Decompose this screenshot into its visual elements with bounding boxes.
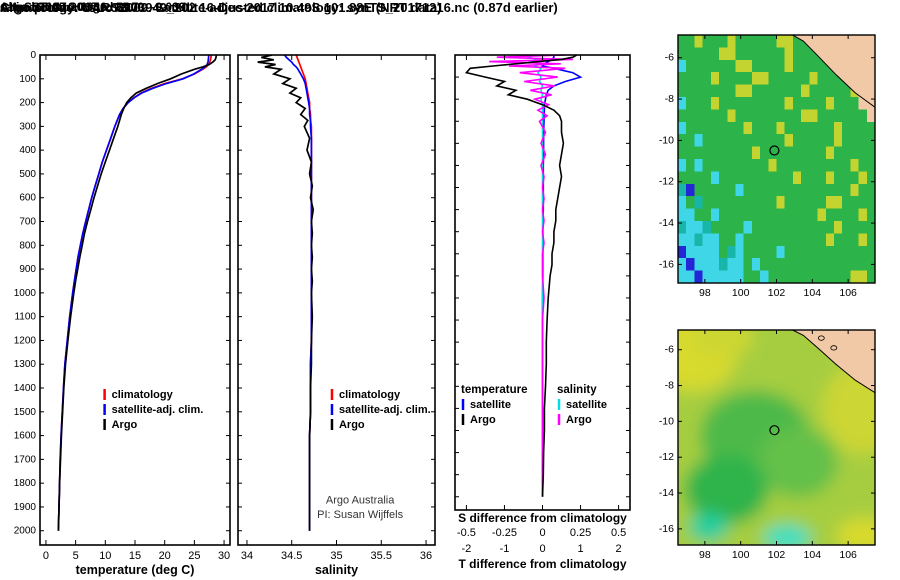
svg-text:104: 104: [804, 287, 822, 299]
svg-text:-0.25: -0.25: [492, 527, 517, 539]
svg-text:salinity: salinity: [557, 384, 597, 396]
svg-text:T difference from climatology: T difference from climatology: [458, 557, 626, 571]
svg-text:-14: -14: [659, 217, 674, 229]
svg-text:1100: 1100: [14, 312, 36, 323]
svg-text:600: 600: [19, 193, 36, 204]
svg-text:106: 106: [839, 549, 857, 561]
svg-text:1600: 1600: [14, 431, 37, 442]
svg-text:1900: 1900: [14, 502, 37, 513]
svg-text:1500: 1500: [14, 407, 37, 418]
temperature-profile: 0100200300400500600700800900100011001200…: [14, 50, 231, 577]
argo-float-marker: [769, 145, 780, 156]
page-title: Argo profile: csiro 5903949_202 16-Dec-2…: [0, 0, 442, 15]
svg-text:climatology: climatology: [112, 389, 174, 401]
svg-text:25: 25: [188, 550, 200, 562]
svg-text:0: 0: [43, 550, 49, 562]
svg-text:Argo: Argo: [566, 414, 592, 426]
argo-float-marker: [769, 425, 780, 436]
svg-text:temperature (deg C): temperature (deg C): [76, 563, 195, 577]
sla-map: 98 100 102 104 106 -6 -8 -10 -12 -14 -16: [659, 329, 876, 561]
svg-text:100: 100: [732, 549, 750, 561]
svg-text:0.5: 0.5: [611, 527, 626, 539]
svg-text:35: 35: [330, 550, 342, 562]
difference-profile: S difference from climatology -0.5 -0.25 0 0…: [454, 54, 631, 571]
svg-text:106: 106: [839, 287, 857, 299]
svg-text:-12: -12: [659, 176, 674, 188]
svg-text:300: 300: [19, 121, 36, 132]
svg-text:-16: -16: [659, 258, 674, 270]
svg-text:30: 30: [218, 550, 230, 562]
svg-text:1: 1: [577, 543, 583, 555]
svg-text:10: 10: [99, 550, 111, 562]
svg-text:104: 104: [804, 549, 822, 561]
sla-title-line2: Argo h1000: -0.036 h2000: -0.033: [0, 0, 186, 14]
sst-map: 98 100 102 104 106 -6 -8 -10 -12 -14 -16: [659, 34, 876, 299]
svg-text:-16: -16: [659, 523, 674, 535]
svg-text:-2: -2: [462, 543, 472, 555]
svg-text:Argo: Argo: [470, 414, 496, 426]
svg-text:satellite: satellite: [566, 399, 607, 411]
svg-text:15: 15: [129, 550, 141, 562]
page-subtitle: Climatology: CARS2009. Satellite-adjuste…: [0, 0, 558, 15]
svg-text:800: 800: [19, 240, 36, 251]
svg-text:climatology: climatology: [339, 389, 401, 401]
svg-text:PI: Susan Wijffels: PI: Susan Wijffels: [317, 509, 403, 521]
svg-text:0: 0: [539, 527, 545, 539]
svg-text:100: 100: [19, 74, 36, 85]
svg-text:98: 98: [699, 287, 711, 299]
svg-text:34: 34: [241, 550, 253, 562]
svg-text:34.5: 34.5: [281, 550, 302, 562]
svg-text:satellite-adj. clim.: satellite-adj. clim.: [112, 404, 204, 416]
svg-text:temperature: temperature: [461, 384, 527, 396]
svg-text:1700: 1700: [14, 454, 37, 465]
svg-text:-6: -6: [665, 344, 674, 356]
svg-text:20: 20: [159, 550, 171, 562]
sla-title-line1: Altim. SLA: 0.017: [0, 0, 99, 14]
svg-text:500: 500: [19, 169, 36, 180]
svg-text:0.25: 0.25: [570, 527, 591, 539]
svg-text:S difference from climatology: S difference from climatology: [458, 511, 627, 525]
svg-text:-6: -6: [665, 52, 674, 64]
svg-text:-10: -10: [659, 134, 674, 146]
svg-text:1800: 1800: [14, 478, 37, 489]
svg-text:102: 102: [768, 287, 786, 299]
svg-text:-8: -8: [665, 93, 674, 105]
svg-text:Argo Australia: Argo Australia: [326, 494, 395, 506]
svg-text:satellite: satellite: [470, 399, 511, 411]
svg-text:5: 5: [73, 550, 79, 562]
svg-text:0: 0: [539, 543, 545, 555]
svg-text:1200: 1200: [14, 335, 37, 346]
svg-text:400: 400: [19, 145, 36, 156]
svg-text:-12: -12: [659, 451, 674, 463]
sst-map-title: sat. SST: 27.3 Argo: 28.7: [0, 0, 139, 14]
svg-text:1300: 1300: [14, 359, 37, 370]
svg-text:36: 36: [420, 550, 432, 562]
svg-text:100: 100: [732, 287, 750, 299]
salinity-profile: 34 34.5 35 35.5 36 salinity climatology satelli…: [237, 54, 436, 577]
svg-text:Argo: Argo: [112, 419, 138, 431]
svg-text:200: 200: [19, 98, 36, 109]
svg-text:2: 2: [616, 543, 622, 555]
svg-text:-0.5: -0.5: [457, 527, 476, 539]
svg-text:700: 700: [19, 217, 36, 228]
svg-text:1400: 1400: [14, 383, 37, 394]
svg-text:-8: -8: [665, 380, 674, 392]
svg-text:-1: -1: [500, 543, 510, 555]
svg-text:0: 0: [30, 50, 36, 61]
svg-text:35.5: 35.5: [371, 550, 392, 562]
svg-text:900: 900: [19, 264, 36, 275]
svg-text:-14: -14: [659, 487, 674, 499]
svg-text:2000: 2000: [14, 526, 37, 537]
svg-text:1000: 1000: [14, 288, 37, 299]
svg-text:satellite-adj. clim.: satellite-adj. clim.: [339, 404, 431, 416]
svg-text:102: 102: [768, 549, 786, 561]
svg-text:98: 98: [699, 549, 711, 561]
svg-text:-10: -10: [659, 415, 674, 427]
svg-text:salinity: salinity: [315, 563, 358, 577]
svg-text:Argo: Argo: [339, 419, 365, 431]
